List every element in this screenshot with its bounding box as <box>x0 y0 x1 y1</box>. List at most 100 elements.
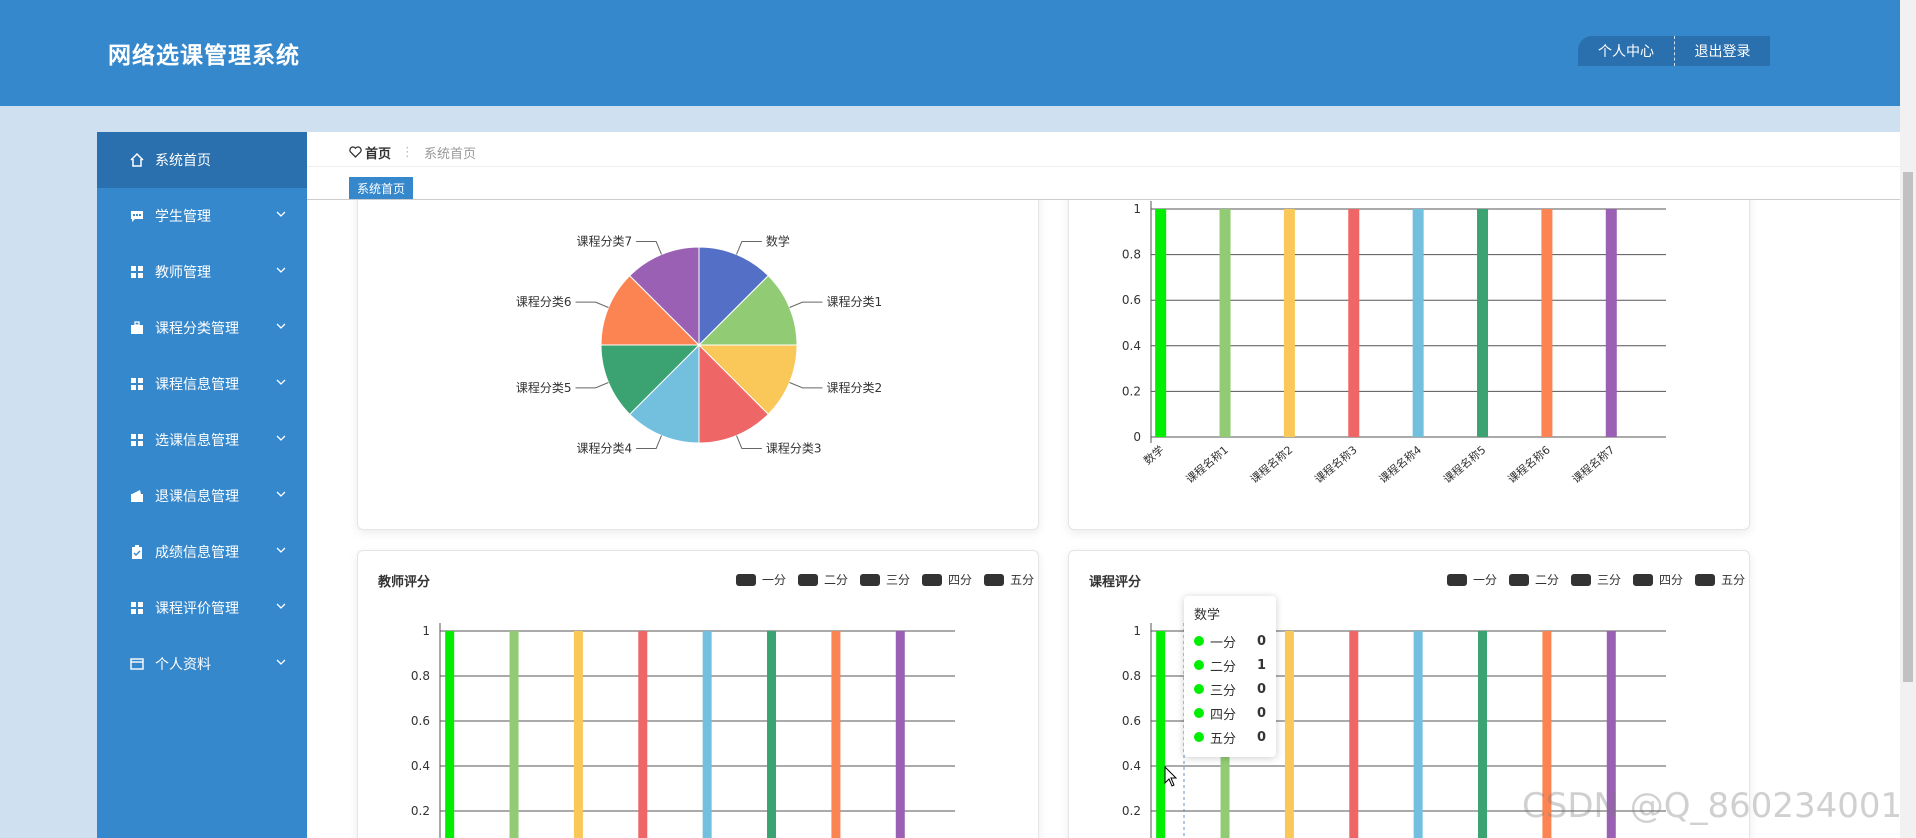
bar[interactable] <box>1156 631 1166 838</box>
legend-label: 四分 <box>1659 573 1684 587</box>
tab-system-home[interactable]: 系统首页 <box>349 177 414 199</box>
breadcrumb-separator: ⋮ <box>401 144 415 160</box>
bar[interactable] <box>1477 209 1489 437</box>
bar[interactable] <box>638 631 648 838</box>
legend-item[interactable]: 二分 <box>798 571 848 588</box>
legend-label: 三分 <box>1597 573 1622 587</box>
legend-item[interactable]: 一分 <box>736 571 786 588</box>
legend-item[interactable]: 五分 <box>1695 571 1745 588</box>
y-tick-label: 0.4 <box>1122 339 1141 353</box>
tooltip-row: 一分 0 <box>1194 629 1266 653</box>
tooltip-value: 0 <box>1256 705 1266 721</box>
grid-icon <box>129 432 145 448</box>
bar[interactable] <box>1478 631 1488 838</box>
bar[interactable] <box>831 631 841 838</box>
bar[interactable] <box>1412 209 1424 437</box>
bar[interactable] <box>1284 631 1294 838</box>
legend-item[interactable]: 三分 <box>860 571 910 588</box>
bar[interactable] <box>1155 209 1167 437</box>
tooltip-value: 0 <box>1256 633 1266 649</box>
legend-item[interactable]: 四分 <box>922 571 972 588</box>
page-scrollbar[interactable] <box>1900 0 1916 838</box>
y-tick-label: 1 <box>1133 202 1141 216</box>
pie-label-line <box>636 435 662 449</box>
pie-slice[interactable] <box>698 343 770 444</box>
y-tick-label: 1 <box>1133 624 1141 638</box>
sidebar-item-home[interactable]: 系统首页 <box>97 132 307 188</box>
sidebar-item-teachers[interactable]: 教师管理 <box>97 244 307 300</box>
pie-slice[interactable] <box>697 344 798 416</box>
tab-strip: 系统首页 <box>307 166 1900 200</box>
sidebar-item-course-info[interactable]: 课程信息管理 <box>97 356 307 412</box>
sidebar-item-label: 选课信息管理 <box>155 433 239 449</box>
sidebar-item-course-selection[interactable]: 选课信息管理 <box>97 412 307 468</box>
chart-tooltip: 数学 一分 0 二分 1 三分 0 四分 0 五分 0 <box>1184 596 1276 757</box>
bar[interactable] <box>1606 631 1616 838</box>
pie-slice[interactable] <box>628 246 700 347</box>
sidebar-item-label: 课程信息管理 <box>155 377 239 393</box>
heart-icon <box>349 146 362 158</box>
legend-item[interactable]: 四分 <box>1633 571 1683 588</box>
sidebar-item-course-review[interactable]: 课程评价管理 <box>97 580 307 636</box>
pie-slice[interactable] <box>698 246 770 347</box>
wallet-icon <box>129 488 145 504</box>
personal-center-button[interactable]: 个人中心 <box>1578 36 1674 66</box>
sidebar-item-label: 个人资料 <box>155 657 211 673</box>
pie-label-line <box>736 241 762 255</box>
sidebar-item-grades[interactable]: 成绩信息管理 <box>97 524 307 580</box>
app-title: 网络选课管理系统 <box>108 43 300 69</box>
legend-swatch <box>1571 573 1592 586</box>
bar[interactable] <box>1541 209 1553 437</box>
y-tick-label: 0.2 <box>1122 384 1141 398</box>
legend-label: 四分 <box>948 573 973 587</box>
pie-slice[interactable] <box>628 343 700 444</box>
bar[interactable] <box>1219 209 1231 437</box>
bar[interactable] <box>767 631 777 838</box>
bar[interactable] <box>1348 209 1360 437</box>
legend-label: 一分 <box>1473 573 1498 587</box>
y-tick-label: 0.4 <box>411 759 430 773</box>
x-tick-label: 课程名称2 <box>1247 443 1295 487</box>
sidebar-item-course-category[interactable]: 课程分类管理 <box>97 300 307 356</box>
grid-icon <box>129 600 145 616</box>
bar[interactable] <box>445 631 455 838</box>
sidebar-item-profile[interactable]: 个人资料 <box>97 636 307 692</box>
sidebar-item-course-drop[interactable]: 退课信息管理 <box>97 468 307 524</box>
scrollbar-thumb[interactable] <box>1903 172 1913 682</box>
tooltip-name: 三分 <box>1210 683 1237 699</box>
bar[interactable] <box>895 631 905 838</box>
clipboard-icon <box>129 544 145 560</box>
pie-slice[interactable] <box>697 274 798 346</box>
sidebar-item-label: 课程分类管理 <box>155 321 239 337</box>
chevron-down-icon <box>275 264 287 280</box>
tooltip-dot <box>1194 660 1204 670</box>
bar[interactable] <box>509 631 519 838</box>
x-tick-label: 课程名称5 <box>1440 443 1488 487</box>
bar[interactable] <box>1283 209 1295 437</box>
pie-slice[interactable] <box>600 274 701 346</box>
pie-slice-label: 课程分类7 <box>576 234 632 249</box>
bar[interactable] <box>573 631 583 838</box>
bar[interactable] <box>1349 631 1359 838</box>
legend-item[interactable]: 三分 <box>1571 571 1621 588</box>
legend-item[interactable]: 一分 <box>1447 571 1497 588</box>
pie-slice-label: 课程分类6 <box>516 294 572 309</box>
tooltip-name: 五分 <box>1210 731 1237 747</box>
bar[interactable] <box>1605 209 1617 437</box>
legend-item[interactable]: 二分 <box>1509 571 1559 588</box>
sidebar-item-label: 课程评价管理 <box>155 601 239 617</box>
sidebar-item-students[interactable]: 学生管理 <box>97 188 307 244</box>
legend-item[interactable]: 五分 <box>984 571 1034 588</box>
pie-slice-label: 数学 <box>766 234 790 249</box>
breadcrumb-home[interactable]: 首页 <box>349 143 391 162</box>
logout-button[interactable]: 退出登录 <box>1674 36 1770 66</box>
bar[interactable] <box>702 631 712 838</box>
legend-swatch <box>1509 573 1530 586</box>
bar[interactable] <box>1542 631 1552 838</box>
pie-slice[interactable] <box>600 344 701 416</box>
bar[interactable] <box>1413 631 1423 838</box>
breadcrumb: 首页 ⋮ 系统首页 <box>349 140 476 164</box>
legend-label: 二分 <box>824 573 849 587</box>
